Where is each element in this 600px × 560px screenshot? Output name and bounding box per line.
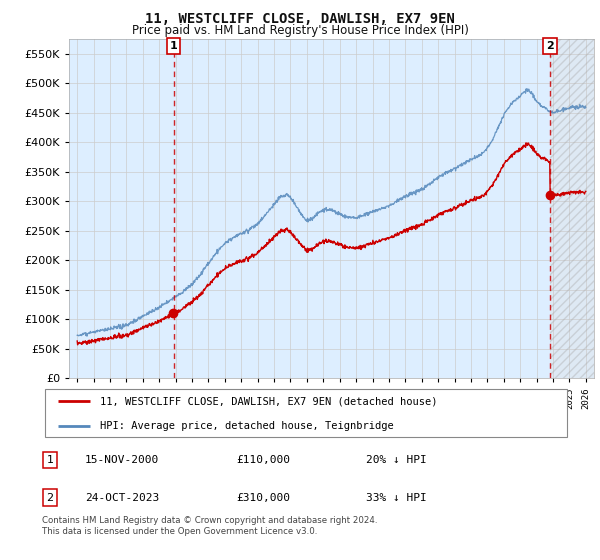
Text: 11, WESTCLIFF CLOSE, DAWLISH, EX7 9EN: 11, WESTCLIFF CLOSE, DAWLISH, EX7 9EN: [145, 12, 455, 26]
Text: 1: 1: [170, 41, 178, 51]
Text: 24-OCT-2023: 24-OCT-2023: [85, 493, 160, 503]
Text: 1: 1: [47, 455, 53, 465]
Text: 33% ↓ HPI: 33% ↓ HPI: [366, 493, 427, 503]
Text: 15-NOV-2000: 15-NOV-2000: [85, 455, 160, 465]
Text: Contains HM Land Registry data © Crown copyright and database right 2024.
This d: Contains HM Land Registry data © Crown c…: [42, 516, 377, 536]
Text: 2: 2: [47, 493, 53, 503]
Text: HPI: Average price, detached house, Teignbridge: HPI: Average price, detached house, Teig…: [100, 421, 394, 431]
Bar: [550, 39, 594, 378]
Text: 20% ↓ HPI: 20% ↓ HPI: [366, 455, 427, 465]
Text: £310,000: £310,000: [236, 493, 290, 503]
Text: 2: 2: [546, 41, 554, 51]
Text: £110,000: £110,000: [236, 455, 290, 465]
Text: Price paid vs. HM Land Registry's House Price Index (HPI): Price paid vs. HM Land Registry's House …: [131, 24, 469, 36]
Text: 11, WESTCLIFF CLOSE, DAWLISH, EX7 9EN (detached house): 11, WESTCLIFF CLOSE, DAWLISH, EX7 9EN (d…: [100, 396, 437, 407]
FancyBboxPatch shape: [44, 389, 568, 437]
